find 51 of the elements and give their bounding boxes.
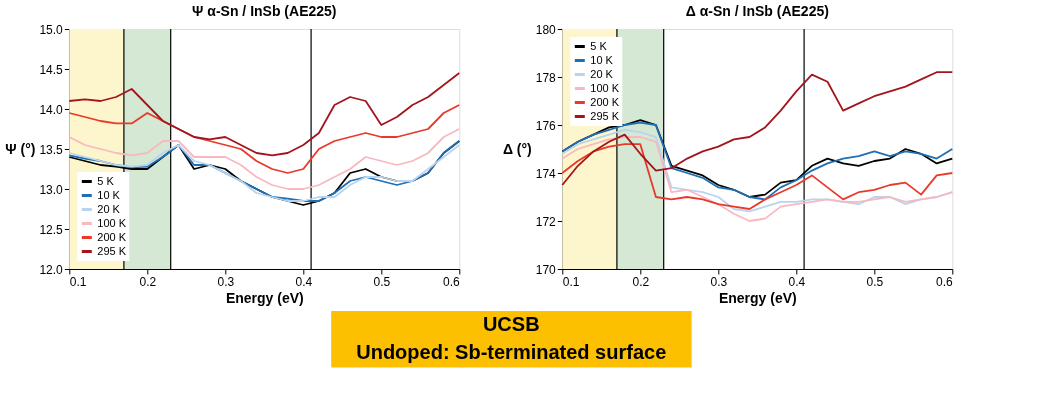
legend-label: 295 K bbox=[590, 109, 620, 122]
y-tick-label: 14.0 bbox=[39, 102, 64, 117]
x-axis-title: Energy (eV) bbox=[718, 289, 797, 306]
y-tick-label: 176 bbox=[535, 118, 557, 133]
text: UCSB bbox=[482, 313, 540, 335]
x-tick-label: 0.1 bbox=[562, 274, 580, 289]
legend-label: 200 K bbox=[590, 95, 620, 108]
x-tick-label: 0.2 bbox=[139, 274, 157, 289]
line-series bbox=[68, 72, 461, 157]
y-tick-label: 14.5 bbox=[39, 62, 64, 77]
legend-label: 20 K bbox=[97, 202, 121, 215]
x-tick-label: 0.5 bbox=[373, 274, 391, 289]
x-tick-label: 0.2 bbox=[632, 274, 650, 289]
chart-title: Δ α-Sn / InSb (AE225) bbox=[685, 3, 829, 19]
y-tick-label: 12.5 bbox=[39, 222, 64, 237]
legend-label: 295 K bbox=[97, 244, 127, 257]
line-series bbox=[561, 143, 954, 210]
line-series bbox=[561, 71, 954, 186]
legend-label: 200 K bbox=[97, 230, 127, 243]
legend-label: 5 K bbox=[590, 39, 608, 52]
y-tick-label: 170 bbox=[535, 262, 557, 277]
legend-label: 100 K bbox=[97, 216, 127, 229]
x-tick-label: 0.1 bbox=[69, 274, 87, 289]
y-tick-label: 174 bbox=[535, 166, 557, 181]
legend-label: 5 K bbox=[97, 174, 115, 187]
legend-label: 10 K bbox=[97, 188, 121, 201]
x-tick-label: 0.4 bbox=[788, 274, 806, 289]
line-series bbox=[68, 128, 461, 190]
x-tick-label: 0.6 bbox=[936, 274, 954, 289]
x-tick-label: 0.4 bbox=[295, 274, 313, 289]
y-axis-title: Ψ (°) bbox=[5, 140, 36, 157]
x-axis-title: Energy (eV) bbox=[225, 289, 304, 306]
x-tick-label: 0.3 bbox=[710, 274, 728, 289]
line-series bbox=[561, 136, 954, 222]
y-tick-label: 13.5 bbox=[39, 142, 64, 157]
y-tick-label: 13.0 bbox=[39, 182, 64, 197]
legend-label: 10 K bbox=[590, 53, 614, 66]
legend-label: 100 K bbox=[590, 81, 620, 94]
legend-label: 20 K bbox=[590, 67, 614, 80]
text: Undoped: Sb-terminated surface bbox=[356, 341, 667, 363]
x-tick-label: 0.5 bbox=[866, 274, 884, 289]
y-tick-label: 15.0 bbox=[39, 22, 64, 37]
x-tick-label: 0.3 bbox=[217, 274, 235, 289]
y-tick-label: 180 bbox=[535, 22, 557, 37]
y-tick-label: 172 bbox=[535, 214, 557, 229]
y-tick-label: 12.0 bbox=[39, 262, 64, 277]
y-axis-title: Δ (°) bbox=[502, 140, 532, 157]
x-tick-label: 0.6 bbox=[443, 274, 461, 289]
y-tick-label: 178 bbox=[535, 70, 557, 85]
chart-title: Ψ α-Sn / InSb (AE225) bbox=[192, 3, 337, 19]
line-series bbox=[68, 104, 461, 174]
